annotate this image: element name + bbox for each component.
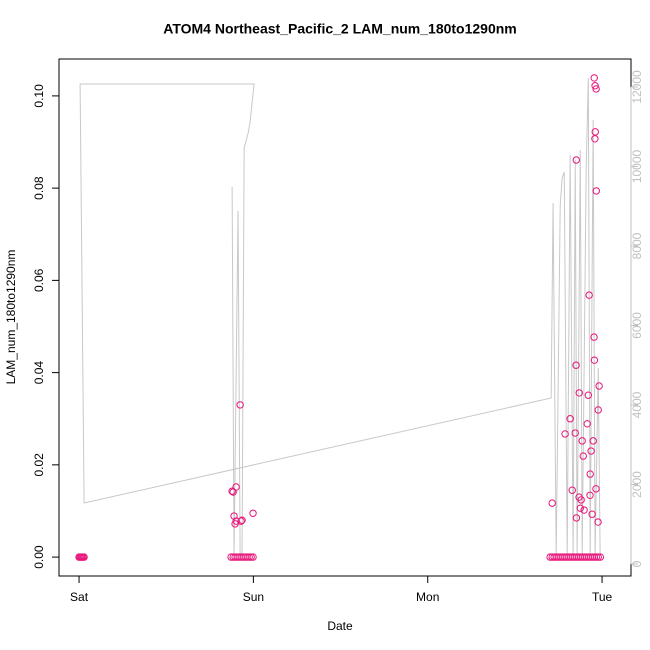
point: [568, 486, 576, 494]
y2-tick-label: 6000: [630, 312, 644, 339]
point: [590, 333, 598, 341]
point: [238, 516, 246, 524]
point: [231, 520, 239, 528]
y-tick-label: 0.08: [32, 176, 46, 200]
x-tick-label: Tue: [592, 590, 613, 604]
y-tick-label: 0.04: [32, 361, 46, 385]
point: [572, 156, 580, 164]
x-tick-label: Sat: [70, 590, 89, 604]
point: [566, 415, 574, 423]
y2-tick-label: 8000: [630, 232, 644, 259]
point: [236, 401, 244, 409]
point: [594, 553, 602, 561]
point: [588, 510, 596, 518]
line: [79, 77, 601, 557]
point: [237, 517, 245, 525]
point: [249, 509, 257, 517]
y-tick-label: 0.00: [32, 545, 46, 569]
y-tick-label: 0.02: [32, 453, 46, 477]
point: [591, 135, 599, 143]
y2-tick-label: 4000: [630, 391, 644, 418]
point: [580, 506, 588, 514]
point: [80, 553, 88, 561]
point: [575, 389, 583, 397]
point: [591, 82, 599, 90]
y-tick-label: 0.06: [32, 268, 46, 292]
point: [586, 491, 594, 499]
point: [571, 429, 579, 437]
point: [247, 553, 255, 561]
point: [249, 553, 257, 561]
x-tick-label: Sun: [243, 590, 264, 604]
point: [583, 420, 591, 428]
point: [594, 406, 602, 414]
y2-tick-label: 0: [630, 560, 644, 567]
point: [548, 499, 556, 507]
point: [572, 361, 580, 369]
point: [232, 483, 240, 491]
point: [577, 496, 585, 504]
y2-tick-label: 12000: [630, 70, 644, 104]
point: [578, 437, 586, 445]
y2-tick-label: 10000: [630, 149, 644, 183]
chart-title: ATOM4 Northeast_Pacific_2 LAM_num_180to1…: [163, 21, 517, 37]
point: [561, 430, 569, 438]
point: [576, 504, 584, 512]
point: [590, 74, 598, 82]
point: [584, 391, 592, 399]
point: [596, 553, 605, 561]
point: [572, 514, 581, 522]
point: [591, 128, 599, 136]
point: [592, 187, 601, 195]
y2-tick-label: 2000: [630, 471, 644, 498]
point: [245, 553, 253, 561]
y-axis-label: LAM_num_180to1290nm: [4, 250, 18, 385]
y-tick-label: 0.10: [32, 84, 46, 108]
plot-box: [58, 58, 632, 577]
point: [587, 447, 595, 455]
point: [592, 553, 601, 561]
point: [230, 512, 238, 520]
point: [585, 291, 593, 299]
x-tick-label: Mon: [416, 590, 439, 604]
point: [594, 518, 602, 526]
point: [592, 485, 600, 493]
point: [592, 85, 600, 93]
point: [590, 356, 599, 364]
point: [589, 437, 597, 445]
x-axis-label: Date: [327, 619, 353, 633]
point: [228, 487, 236, 495]
point: [579, 452, 587, 460]
point: [586, 470, 594, 478]
point: [595, 382, 603, 390]
